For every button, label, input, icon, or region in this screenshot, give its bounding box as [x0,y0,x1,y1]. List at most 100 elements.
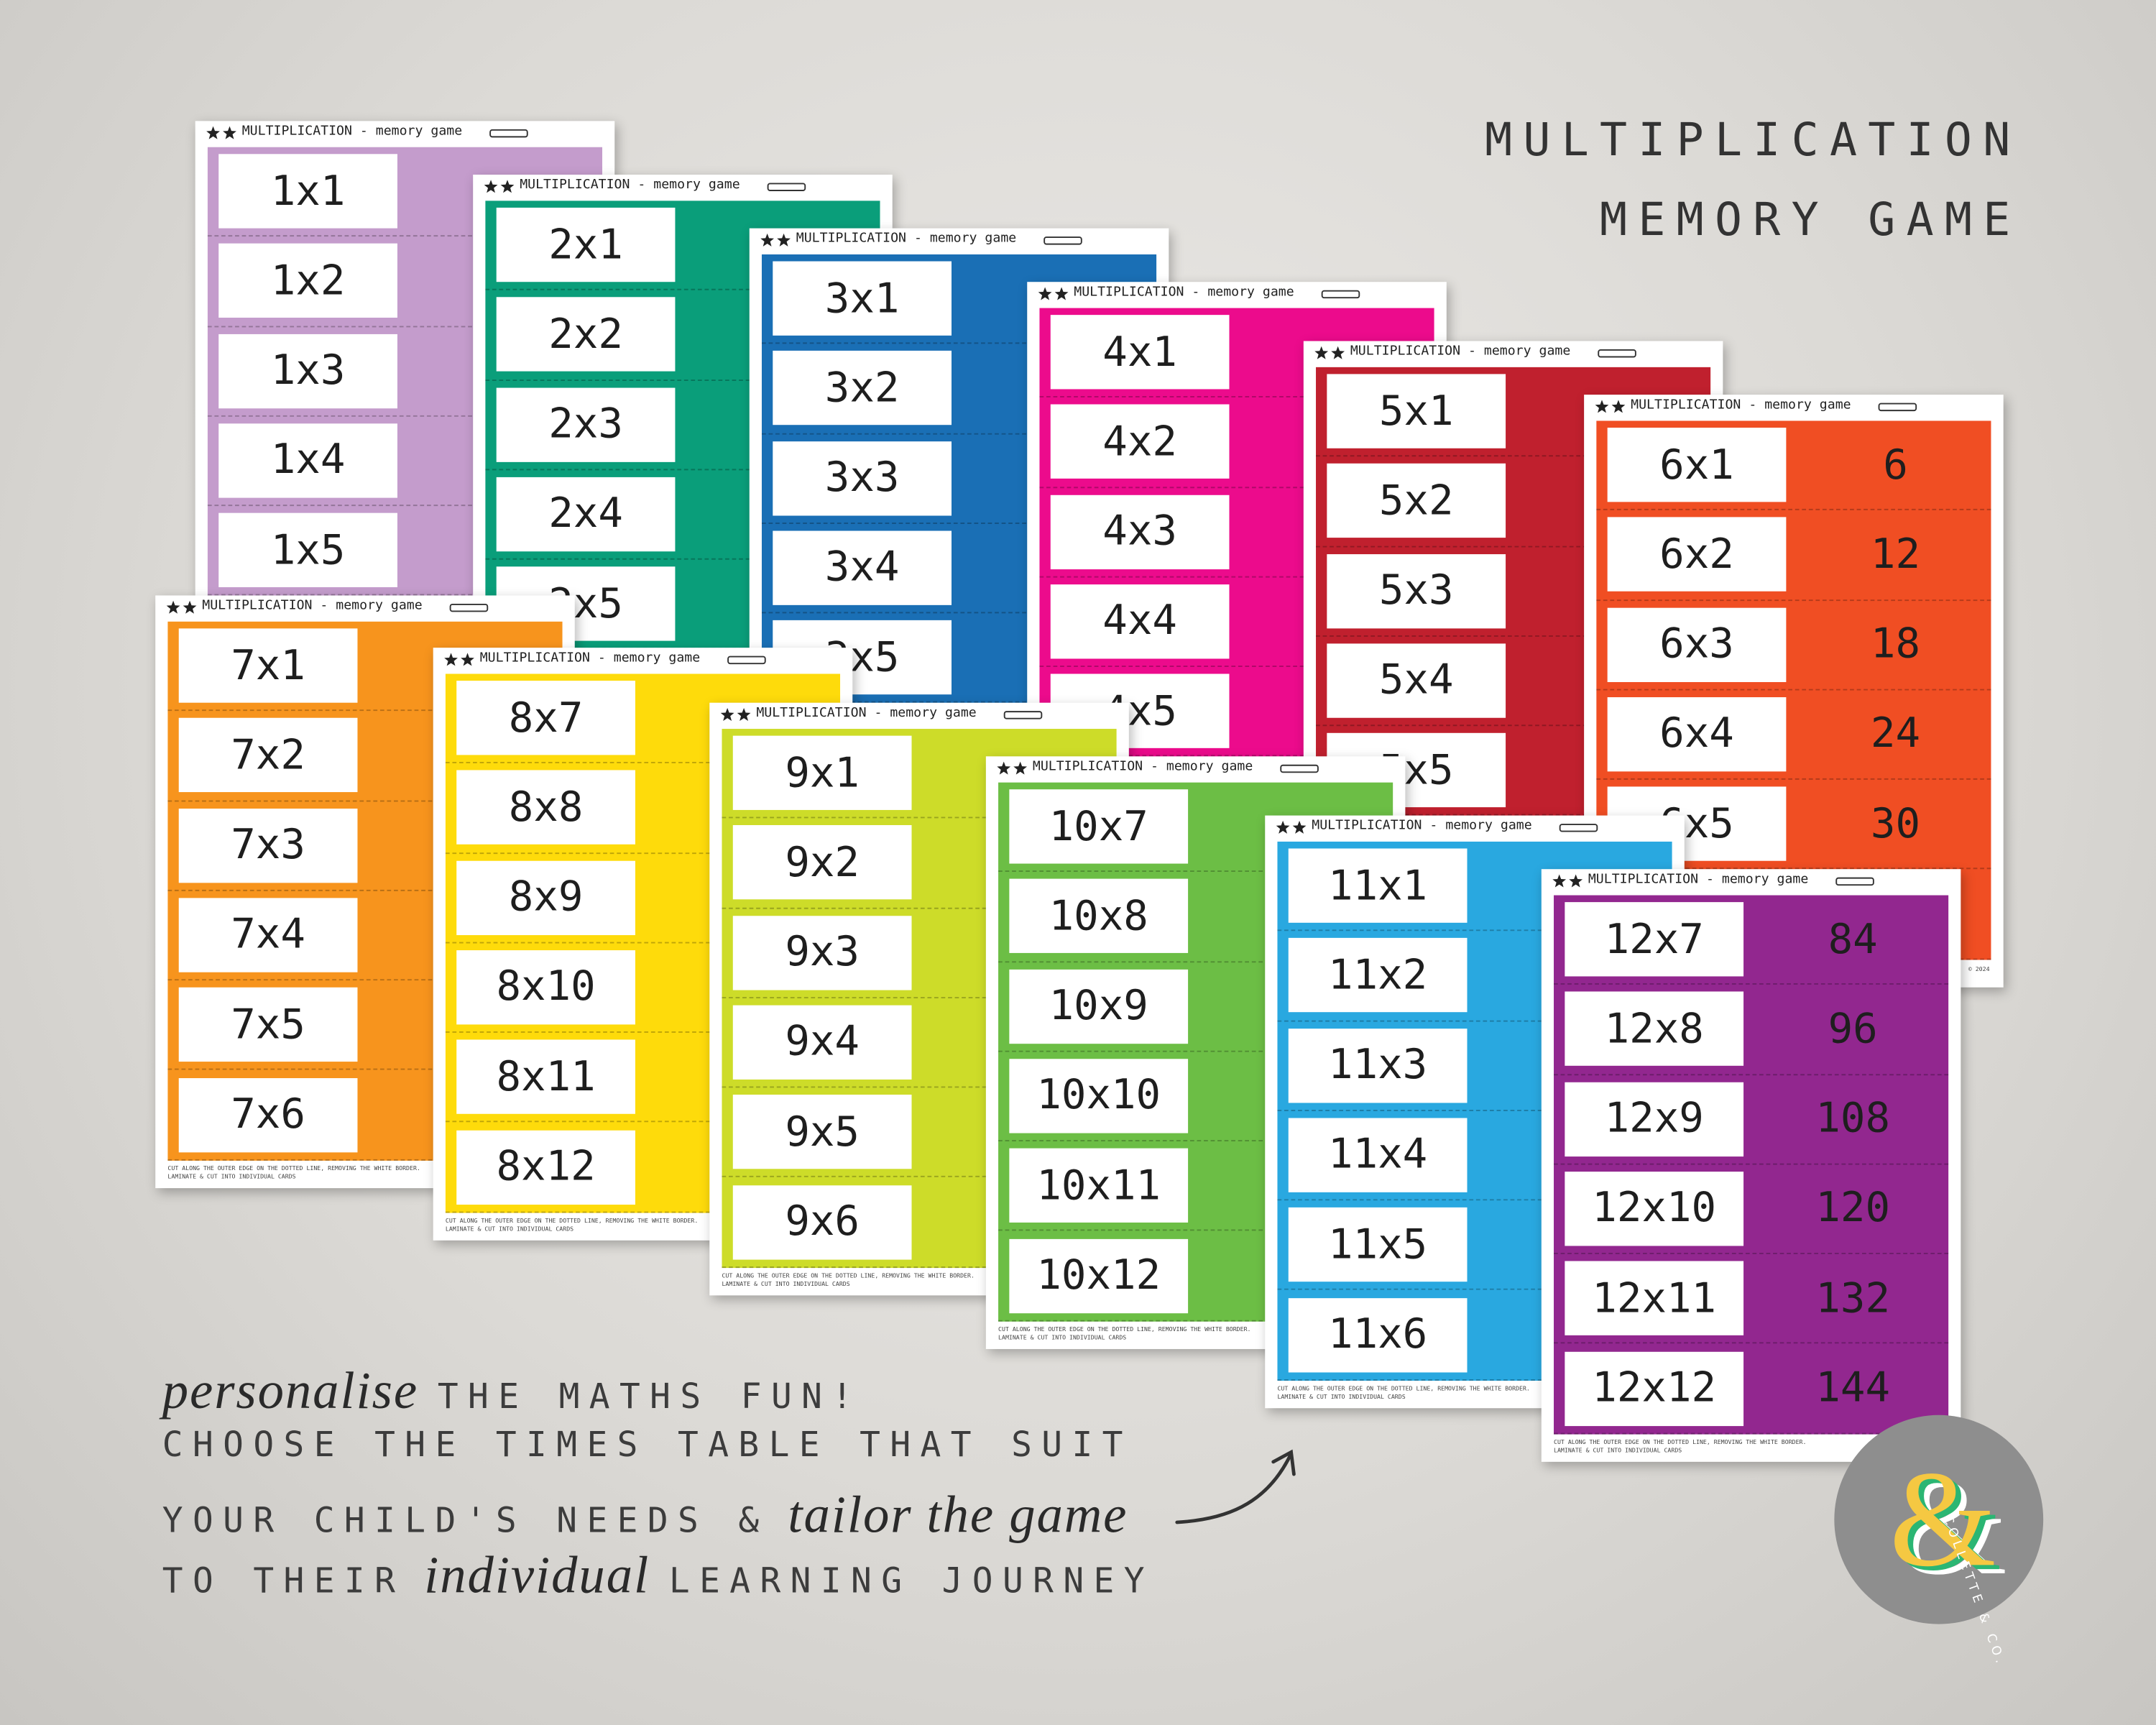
question-card: 1x1 [218,154,397,229]
card-row: 12x8 96 [1554,985,1949,1075]
card-row: 5x2 [1316,457,1711,547]
star [777,233,791,247]
card-row: 12x9 108 [1554,1075,1949,1165]
question-card: 2x3 [496,387,676,462]
answer-card: 30 [1870,799,1921,848]
card-row: 8x7 [445,674,841,764]
sheet-footer: CUT ALONG THE OUTER EDGE ON THE DOTTED L… [998,1327,1251,1334]
question-card: 8x11 [456,1039,635,1115]
card-row: 3x4 [761,524,1157,614]
sheet-footer: LAMINATE & CUT INTO INDIVIDUAL CARDS [167,1174,296,1182]
question-card: 11x2 [1288,938,1468,1013]
star [1013,761,1028,775]
card-row: 6x2 12 [1596,510,1991,601]
stars-icon [1276,820,1307,834]
card-row: 10x7 [998,783,1393,873]
card-row: 7x6 [167,1071,563,1161]
sheet-header: MULTIPLICATION - memory game [202,598,423,614]
card-row: 9x5 [722,1088,1117,1178]
pencil-icon [449,603,489,612]
script-text: tailor the game [788,1486,1128,1545]
question-card: 7x5 [178,988,358,1062]
card-row: 10x9 [998,962,1393,1052]
caps-text: TO THEIR [162,1560,405,1601]
sheet-footer: LAMINATE & CUT INTO INDIVIDUAL CARDS [1277,1394,1406,1402]
question-card: 6x3 [1607,607,1787,682]
card-row: 7x4 [167,891,563,981]
star [166,600,180,614]
question-card: 11x1 [1288,848,1468,923]
sheet-header: MULTIPLICATION - memory game [1032,759,1253,775]
card-row: 9x4 [722,998,1117,1088]
card-row: 1x5 [207,506,603,597]
answer-card: 144 [1815,1363,1891,1412]
question-card: 4x1 [1050,315,1230,390]
sheet-footer: CUT ALONG THE OUTER EDGE ON THE DOTTED L… [445,1218,699,1225]
pencil-icon [727,656,766,665]
card-row: 8x10 [445,943,841,1034]
question-card: 6x2 [1607,517,1787,592]
card-row: 11x1 [1277,842,1672,932]
question-card: 10x11 [1009,1148,1189,1223]
sheet-header: MULTIPLICATION - memory game [756,705,977,721]
question-card: 7x2 [178,718,358,793]
sheet-footer: LAMINATE & CUT INTO INDIVIDUAL CARDS [998,1335,1127,1343]
card-row: 11x6 [1277,1291,1672,1381]
arrow [1175,1449,1296,1524]
star [223,126,236,139]
pencil-icon [1321,290,1360,299]
answer-card: 96 [1828,1005,1878,1054]
card-row: 2x4 [485,470,880,561]
card-row: 9x3 [722,908,1117,998]
card-row: 6x4 24 [1596,690,1991,781]
card-row: 3x2 [761,344,1157,434]
sheet-footer: LAMINATE & CUT INTO INDIVIDUAL CARDS [722,1282,850,1289]
question-card: 9x4 [732,1005,912,1080]
card-row: 12x11 132 [1554,1254,1949,1345]
logo: & COLLETTE & CO. [1834,1414,2044,1669]
card-row: 4x3 [1039,487,1434,578]
question-card: 3x1 [773,261,952,336]
card-row: 5x4 [1316,637,1711,727]
pencil-icon [1878,402,1917,412]
stars-icon [1595,400,1626,413]
stars-icon [444,653,474,666]
tagline-line: personalise THE MATHS FUN! [162,1361,882,1422]
question-card: 7x1 [178,628,358,703]
question-card: 6x1 [1607,428,1787,502]
question-card: 8x7 [456,681,635,755]
sheet: MULTIPLICATION - memory game 10x7 10x8 10x9… [985,756,1406,1349]
question-card: 11x4 [1288,1118,1468,1192]
question-card: 3x2 [773,351,952,426]
star [461,653,474,666]
card-row: 7x1 [167,622,563,712]
star [1276,820,1290,834]
question-card: 5x1 [1327,374,1506,448]
star [1569,874,1583,888]
tagline-line: CHOOSE THE TIMES TABLE THAT SUIT [162,1425,1152,1464]
pencil-icon [1044,236,1082,245]
star [183,600,197,614]
question-card: 6x4 [1607,696,1787,772]
question-card: 9x2 [732,825,912,900]
stars-icon [1552,874,1583,888]
star [760,233,774,247]
sheet-header: MULTIPLICATION - memory game [1350,344,1571,359]
star [1611,400,1626,413]
card-row: 12x7 84 [1554,896,1949,985]
card-row: 12x10 120 [1554,1164,1949,1255]
caps-text: YOUR CHILD'S NEEDS & [162,1500,769,1540]
sheet-header: MULTIPLICATION - memory game [1588,872,1809,888]
stars-icon [1038,287,1069,300]
question-card: 9x6 [732,1184,912,1259]
card-row: 9x2 [722,819,1117,908]
star [444,653,458,666]
star [1038,287,1052,300]
question-card: 4x3 [1050,494,1230,569]
pencil-icon [1835,877,1874,886]
card-row: 2x3 [485,380,880,471]
question-card: 5x4 [1327,643,1506,718]
sheet-header: MULTIPLICATION - memory game [796,231,1017,247]
answer-card: 108 [1815,1095,1891,1144]
card-row: 9x6 [722,1178,1117,1268]
